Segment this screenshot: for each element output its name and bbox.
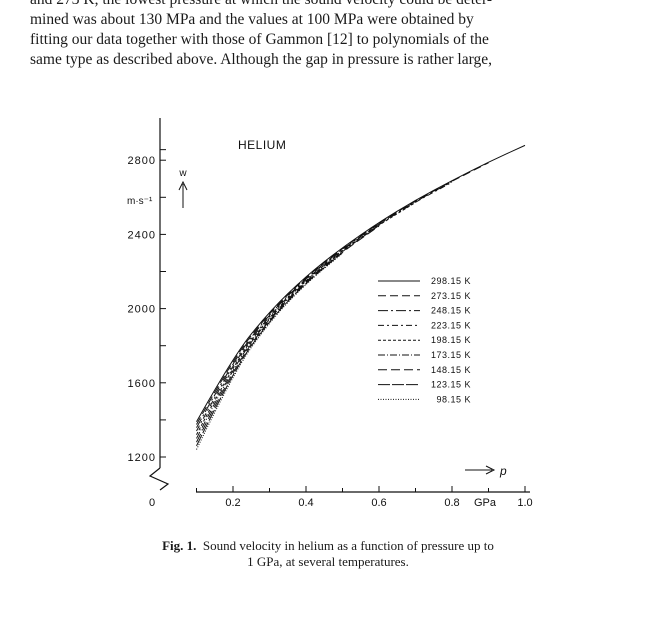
x-tick-label: 0.2 — [225, 497, 240, 509]
body-text: and 273 K, the lowest pressure at which … — [30, 0, 626, 70]
text-line-4: same type as described above. Although t… — [30, 51, 492, 68]
caption-text-line1: Sound velocity in helium as a function o… — [202, 538, 494, 553]
text-line-1: and 273 K, the lowest pressure at which … — [30, 0, 626, 10]
x-axis-label: p — [499, 464, 507, 478]
text-line-2: mined was about 130 MPa and the values a… — [30, 11, 474, 28]
legend-label-5: 173.15 K — [431, 350, 471, 360]
legend-label-6: 148.15 K — [431, 365, 471, 375]
legend-label-0: 298.15 K — [431, 276, 471, 286]
x-tick-label: 1.0 — [517, 497, 532, 509]
y-axis-break — [148, 467, 170, 491]
chart-legend: 298.15 K 273.15 K 248.15 K 223.15 K 198.15 K… — [378, 276, 471, 404]
series-line-8 — [196, 252, 343, 450]
series-line-3 — [196, 181, 453, 432]
y-tick-label: 1600 — [128, 378, 156, 390]
figure-caption: Fig. 1. Sound velocity in helium as a fu… — [60, 538, 596, 570]
chart: 1200 1600 2000 2400 2800 0 0.2 0.4 0.6 0.8 1.0 298… — [127, 118, 533, 509]
chart-axes — [148, 118, 530, 493]
legend-label-3: 223.15 K — [431, 320, 471, 330]
series-line-4 — [196, 202, 416, 435]
series-line-1 — [196, 162, 489, 425]
chart-series — [196, 144, 526, 450]
caption-text-line2: 1 GPa, at several temperatures. — [247, 554, 409, 569]
legend-label-7: 123.15 K — [431, 380, 471, 390]
series-line-6 — [196, 225, 380, 443]
chart-title: HELIUM — [238, 138, 286, 152]
series-line-0 — [196, 144, 526, 423]
y-tick-label: 1200 — [128, 452, 156, 464]
y-axis-unit: m·s⁻¹ — [127, 196, 153, 207]
y-arrow-head — [178, 180, 188, 191]
legend-label-8: 98.15 K — [436, 394, 471, 404]
x-tick-label: 0.6 — [371, 497, 386, 509]
y-tick-label: 2800 — [128, 155, 156, 167]
x-tick-label: 0.4 — [298, 497, 313, 509]
chart-ticks: 1200 1600 2000 2400 2800 0 0.2 0.4 0.6 0.8 1.0 — [128, 149, 533, 509]
series-line-7 — [196, 252, 343, 447]
y-tick-label: 2400 — [128, 229, 156, 241]
y-tick-label: 2000 — [128, 304, 156, 316]
legend-label-2: 248.15 K — [431, 306, 471, 316]
text-line-3: fitting our data together with those of … — [30, 31, 489, 48]
series-line-5 — [196, 225, 380, 439]
x-arrow-head — [485, 465, 496, 475]
x-tick-label: 0.8 — [444, 497, 459, 509]
y-axis-label: w — [178, 168, 187, 179]
legend-label-4: 198.15 K — [431, 335, 471, 345]
series-line-2 — [196, 181, 453, 428]
x-axis-unit: GPa — [474, 497, 497, 509]
caption-label: Fig. 1. — [162, 538, 197, 553]
legend-label-1: 273.15 K — [431, 291, 471, 301]
x-tick-label: 0 — [149, 497, 155, 509]
